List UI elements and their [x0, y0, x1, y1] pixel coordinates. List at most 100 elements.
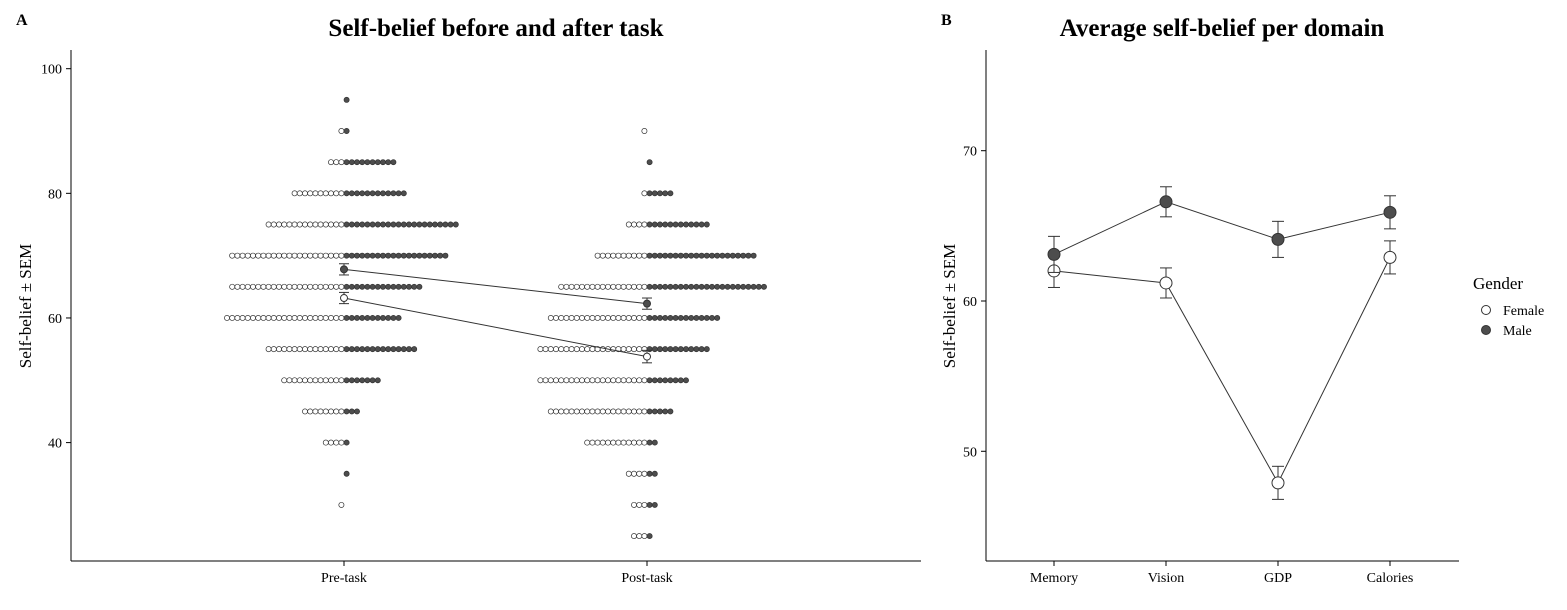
dot-male: [411, 283, 418, 290]
dot-female: [296, 283, 303, 290]
dot-male: [662, 346, 669, 353]
dot-male: [343, 408, 350, 415]
dot-male: [646, 377, 653, 384]
dot-female: [302, 252, 308, 259]
dot-female: [291, 346, 298, 353]
dot-female: [584, 377, 591, 384]
dot-female: [260, 315, 267, 321]
dot-male: [369, 159, 376, 166]
dot-female: [239, 315, 246, 321]
dot-female: [631, 533, 637, 540]
dot-male: [354, 408, 360, 415]
dot-female: [641, 128, 648, 134]
dot-female: [244, 252, 251, 259]
dot-male: [406, 283, 412, 290]
mean-point-female: [643, 352, 651, 361]
dot-male: [709, 283, 715, 290]
dot-female: [244, 315, 251, 321]
dot-female: [589, 439, 596, 446]
dot-male: [411, 252, 418, 259]
dot-female: [615, 377, 622, 384]
dot-female: [328, 159, 334, 166]
dot-male: [437, 221, 444, 228]
dot-female: [307, 221, 314, 228]
dot-male: [662, 408, 669, 415]
dot-female: [333, 408, 340, 415]
mean-line-male: [343, 268, 648, 305]
dot-male: [657, 252, 663, 259]
dot-female: [584, 346, 591, 353]
dot-female: [333, 439, 340, 446]
dot-male: [343, 439, 350, 446]
dot-female: [631, 346, 637, 353]
dot-male: [703, 315, 710, 321]
dot-male: [735, 283, 741, 290]
dot-female: [322, 377, 329, 384]
dot-female: [338, 377, 345, 384]
dot-female: [615, 315, 622, 321]
series-line-male: [1053, 201, 1391, 255]
dot-female: [584, 283, 591, 290]
panel-a-title: Self-belief before and after task: [328, 15, 663, 42]
dot-male: [416, 221, 423, 228]
dot-male: [750, 252, 757, 259]
dot-female: [610, 408, 617, 415]
dot-male: [657, 408, 663, 415]
dot-female: [579, 315, 585, 321]
dot-male: [729, 283, 736, 290]
dot-male: [719, 283, 726, 290]
dot-male: [729, 252, 736, 259]
dot-female: [291, 190, 298, 197]
y-tick-label: 60: [48, 312, 62, 327]
dot-male: [380, 315, 386, 321]
dot-female: [322, 439, 329, 446]
dot-female: [563, 377, 570, 384]
dot-male: [646, 470, 653, 477]
dot-male: [343, 128, 350, 134]
panel-b-x-ticks: Memory Vision GDP Calories: [1030, 561, 1413, 586]
dot-female: [594, 252, 601, 259]
dot-female: [270, 315, 277, 321]
dot-male: [416, 252, 423, 259]
y-tick-label: 60: [963, 295, 977, 310]
dot-male: [369, 315, 376, 321]
dot-female: [605, 439, 611, 446]
dot-female: [338, 128, 345, 134]
dot-male: [364, 159, 371, 166]
dot-male: [657, 346, 663, 353]
dot-female: [615, 252, 622, 259]
dot-male: [688, 346, 695, 353]
dot-female: [641, 190, 648, 197]
dot-male: [688, 315, 695, 321]
dot-female: [338, 346, 345, 353]
dot-male: [354, 221, 360, 228]
dot-female: [636, 252, 643, 259]
x-tick-label: GDP: [1264, 571, 1292, 586]
dot-female: [553, 408, 559, 415]
data-point-male: [1159, 195, 1173, 209]
dot-male: [651, 408, 658, 415]
dot-female: [631, 501, 637, 508]
dot-male: [703, 252, 710, 259]
dot-male: [395, 315, 402, 321]
panel-b-y-ticks: 50 60 70: [963, 145, 986, 460]
dot-male: [745, 283, 752, 290]
dot-female: [568, 377, 575, 384]
dot-male: [343, 221, 350, 228]
dot-male: [380, 159, 386, 166]
dot-male: [432, 221, 438, 228]
dot-female: [338, 190, 345, 197]
dot-male: [688, 252, 695, 259]
dot-female: [584, 315, 591, 321]
mean-point-male: [340, 265, 348, 274]
dot-male: [400, 252, 407, 259]
dot-male: [750, 283, 757, 290]
dot-female: [631, 377, 637, 384]
dot-male: [667, 283, 674, 290]
dot-male: [683, 315, 689, 321]
dot-male: [657, 221, 663, 228]
mean-line-female: [343, 297, 648, 358]
dot-male: [354, 190, 360, 197]
dot-male: [677, 315, 684, 321]
